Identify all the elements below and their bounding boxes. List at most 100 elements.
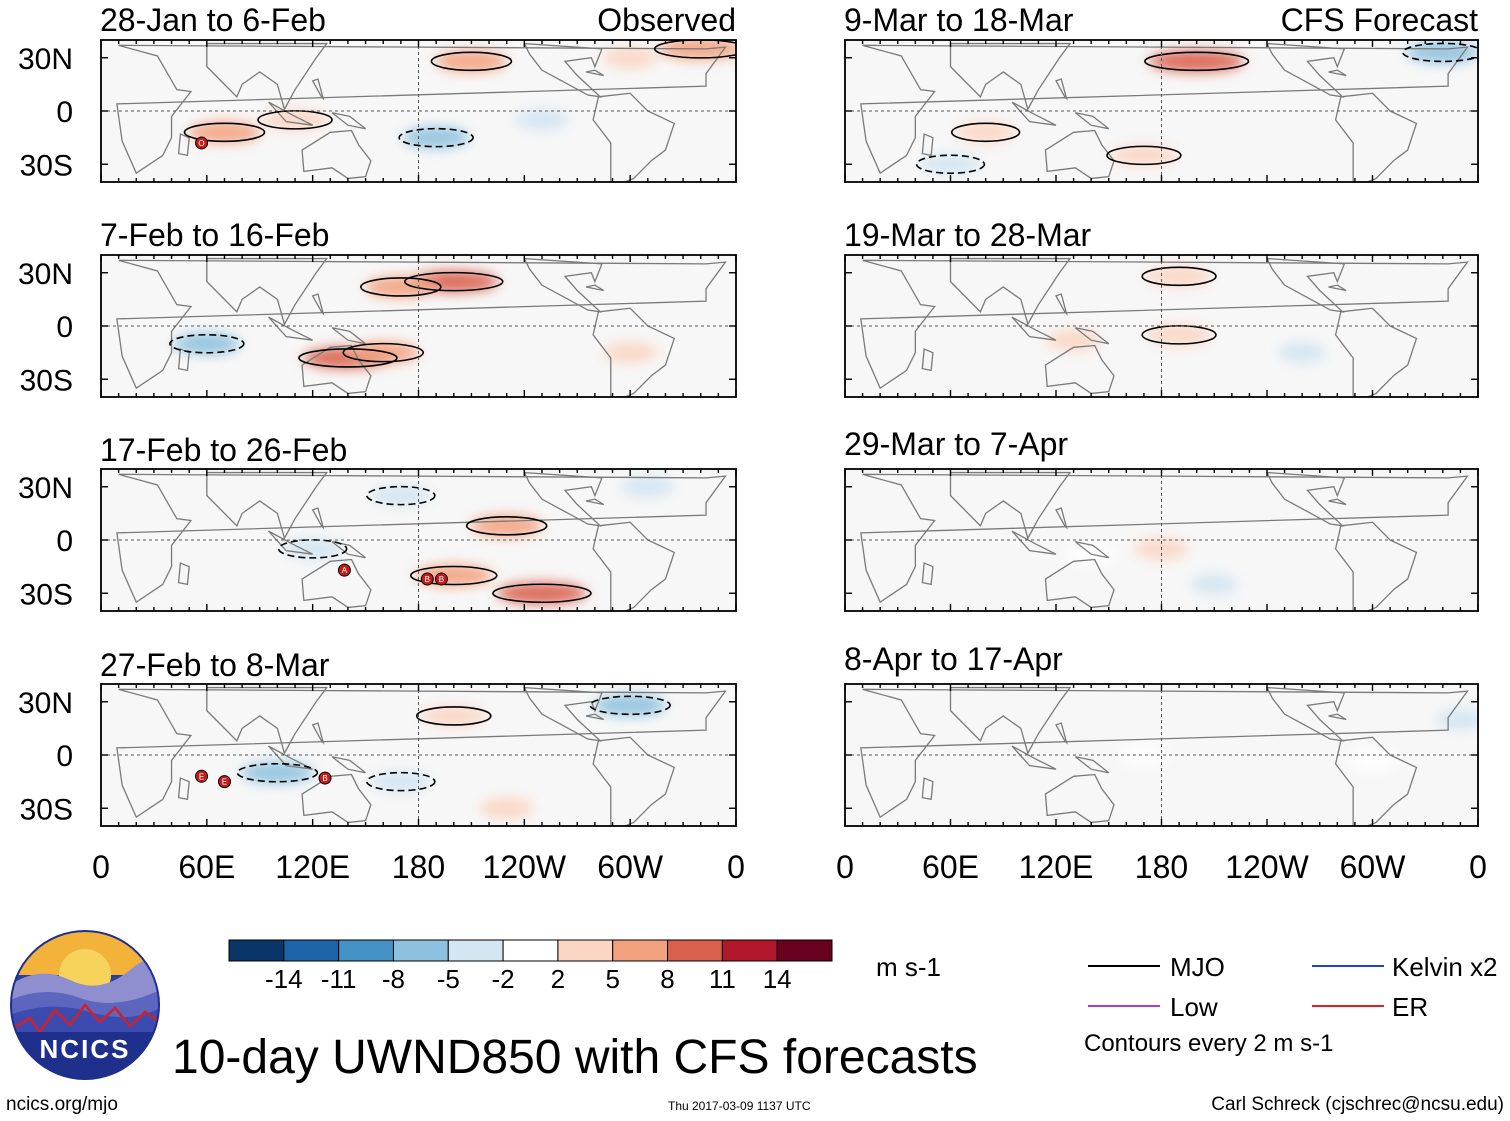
coastline bbox=[1044, 344, 1115, 395]
mjo-contour-negative bbox=[366, 485, 436, 506]
coastline bbox=[206, 42, 329, 111]
colorbar-units: m s-1 bbox=[876, 952, 941, 982]
legend-label-mjo: MJO bbox=[1170, 952, 1225, 982]
logo-text: NCICS bbox=[40, 1034, 131, 1064]
colorbar-swatch bbox=[502, 939, 559, 962]
coastline bbox=[860, 473, 1469, 604]
coastline bbox=[949, 471, 1072, 540]
coastline bbox=[921, 133, 934, 157]
coastline bbox=[311, 507, 325, 530]
coastline bbox=[1328, 713, 1347, 721]
anomaly-shading bbox=[1067, 537, 1239, 596]
map-panel-forecast-3 bbox=[844, 468, 1479, 612]
coastline bbox=[116, 259, 727, 390]
coastline bbox=[1334, 521, 1418, 611]
coastline bbox=[1011, 316, 1057, 341]
mjo-contour-negative bbox=[589, 695, 671, 716]
coastline bbox=[311, 722, 325, 745]
anomaly-blob bbox=[188, 121, 261, 144]
storm-marker: A bbox=[337, 563, 351, 577]
colorbar-tick-label: 5 bbox=[605, 964, 619, 994]
y-tick-label: 0 bbox=[56, 525, 73, 558]
storm-marker-label: B bbox=[439, 575, 444, 584]
mjo-contour-positive bbox=[1144, 51, 1250, 72]
coastline bbox=[268, 101, 313, 126]
anomaly-shading bbox=[241, 694, 667, 820]
coastline bbox=[592, 92, 676, 182]
anomaly-blob bbox=[514, 108, 569, 131]
y-tick-label: 30S bbox=[20, 149, 73, 182]
mjo-contour-positive bbox=[653, 40, 736, 59]
coastline bbox=[523, 471, 603, 527]
coastline bbox=[206, 471, 329, 540]
colorbar-tick-label: -11 bbox=[321, 964, 357, 994]
coastline bbox=[921, 777, 934, 801]
coastline bbox=[1328, 284, 1347, 292]
storm-marker-label: E bbox=[222, 778, 227, 787]
colorbar-tick-label: 11 bbox=[709, 964, 736, 994]
mjo-contour-positive bbox=[465, 515, 548, 536]
anomaly-blob bbox=[370, 770, 431, 793]
storm-marker-label: E bbox=[199, 772, 204, 781]
storm-marker-label: B bbox=[425, 575, 430, 584]
colorbar-tick-label: -14 bbox=[265, 964, 303, 994]
anomaly-blob bbox=[370, 484, 431, 507]
coastline bbox=[1334, 736, 1418, 826]
coastline bbox=[523, 257, 603, 313]
coastline bbox=[1055, 507, 1068, 530]
y-tick-label: 30N bbox=[18, 43, 73, 76]
coastline bbox=[301, 129, 372, 180]
colorbar-swatch bbox=[447, 939, 504, 962]
colorbar-swatch bbox=[283, 939, 340, 962]
mjo-contour-positive bbox=[360, 277, 442, 297]
x-tick-label: 120E bbox=[1019, 849, 1094, 885]
coastline bbox=[592, 521, 676, 611]
colorbar-tick-label: -5 bbox=[437, 964, 460, 994]
coastline bbox=[116, 473, 727, 604]
mjo-contour-negative bbox=[915, 154, 986, 175]
coastline bbox=[1055, 78, 1068, 101]
colorbar-swatch bbox=[776, 939, 833, 962]
mjo-contour-positive bbox=[1141, 266, 1217, 287]
coastline bbox=[1074, 327, 1110, 345]
anomaly-blob bbox=[603, 46, 658, 69]
anomaly-blob bbox=[1146, 265, 1212, 288]
legend-label-er: ER bbox=[1392, 992, 1428, 1022]
colorbar-swatch bbox=[667, 939, 723, 962]
panel-title: 19-Mar to 28-Mar bbox=[844, 217, 1092, 253]
colorbar-tick-label: 2 bbox=[551, 964, 565, 994]
colorbar-swatch bbox=[228, 939, 285, 962]
map-panel-observed-3: A B B 30N 0 30S bbox=[18, 468, 737, 612]
ncics-logo: NCICS bbox=[10, 930, 160, 1080]
coastline bbox=[921, 348, 934, 372]
footer-website[interactable]: ncics.org/mjo bbox=[6, 1094, 118, 1115]
legend-label-kelvin: Kelvin x2 bbox=[1392, 952, 1498, 982]
anomaly-blob bbox=[603, 341, 658, 364]
coastline bbox=[860, 688, 1469, 819]
coastline bbox=[1328, 498, 1347, 506]
coastline bbox=[1074, 756, 1110, 774]
coastline bbox=[301, 558, 372, 609]
colorbar-swatch bbox=[338, 939, 394, 962]
coastlines bbox=[860, 42, 1469, 182]
mjo-contour-negative bbox=[277, 539, 348, 559]
coastline bbox=[1265, 257, 1346, 313]
coastline bbox=[921, 562, 934, 586]
coastline bbox=[1011, 745, 1057, 770]
anomaly-blob bbox=[1190, 573, 1239, 596]
anomaly-shading bbox=[282, 475, 675, 605]
legend-label-low: Low bbox=[1170, 992, 1218, 1022]
anomaly-blob bbox=[420, 704, 487, 727]
y-tick-label: 30N bbox=[18, 472, 73, 505]
coastline bbox=[331, 541, 366, 559]
mjo-contour-negative bbox=[169, 333, 245, 354]
storm-marker: B bbox=[318, 771, 332, 785]
coastline bbox=[585, 713, 605, 721]
coastline bbox=[1265, 42, 1346, 98]
coastline bbox=[177, 562, 190, 586]
coastline bbox=[1011, 530, 1057, 555]
anomaly-blob bbox=[1148, 50, 1245, 73]
anomaly-blob bbox=[347, 341, 420, 364]
coastline bbox=[177, 777, 190, 801]
